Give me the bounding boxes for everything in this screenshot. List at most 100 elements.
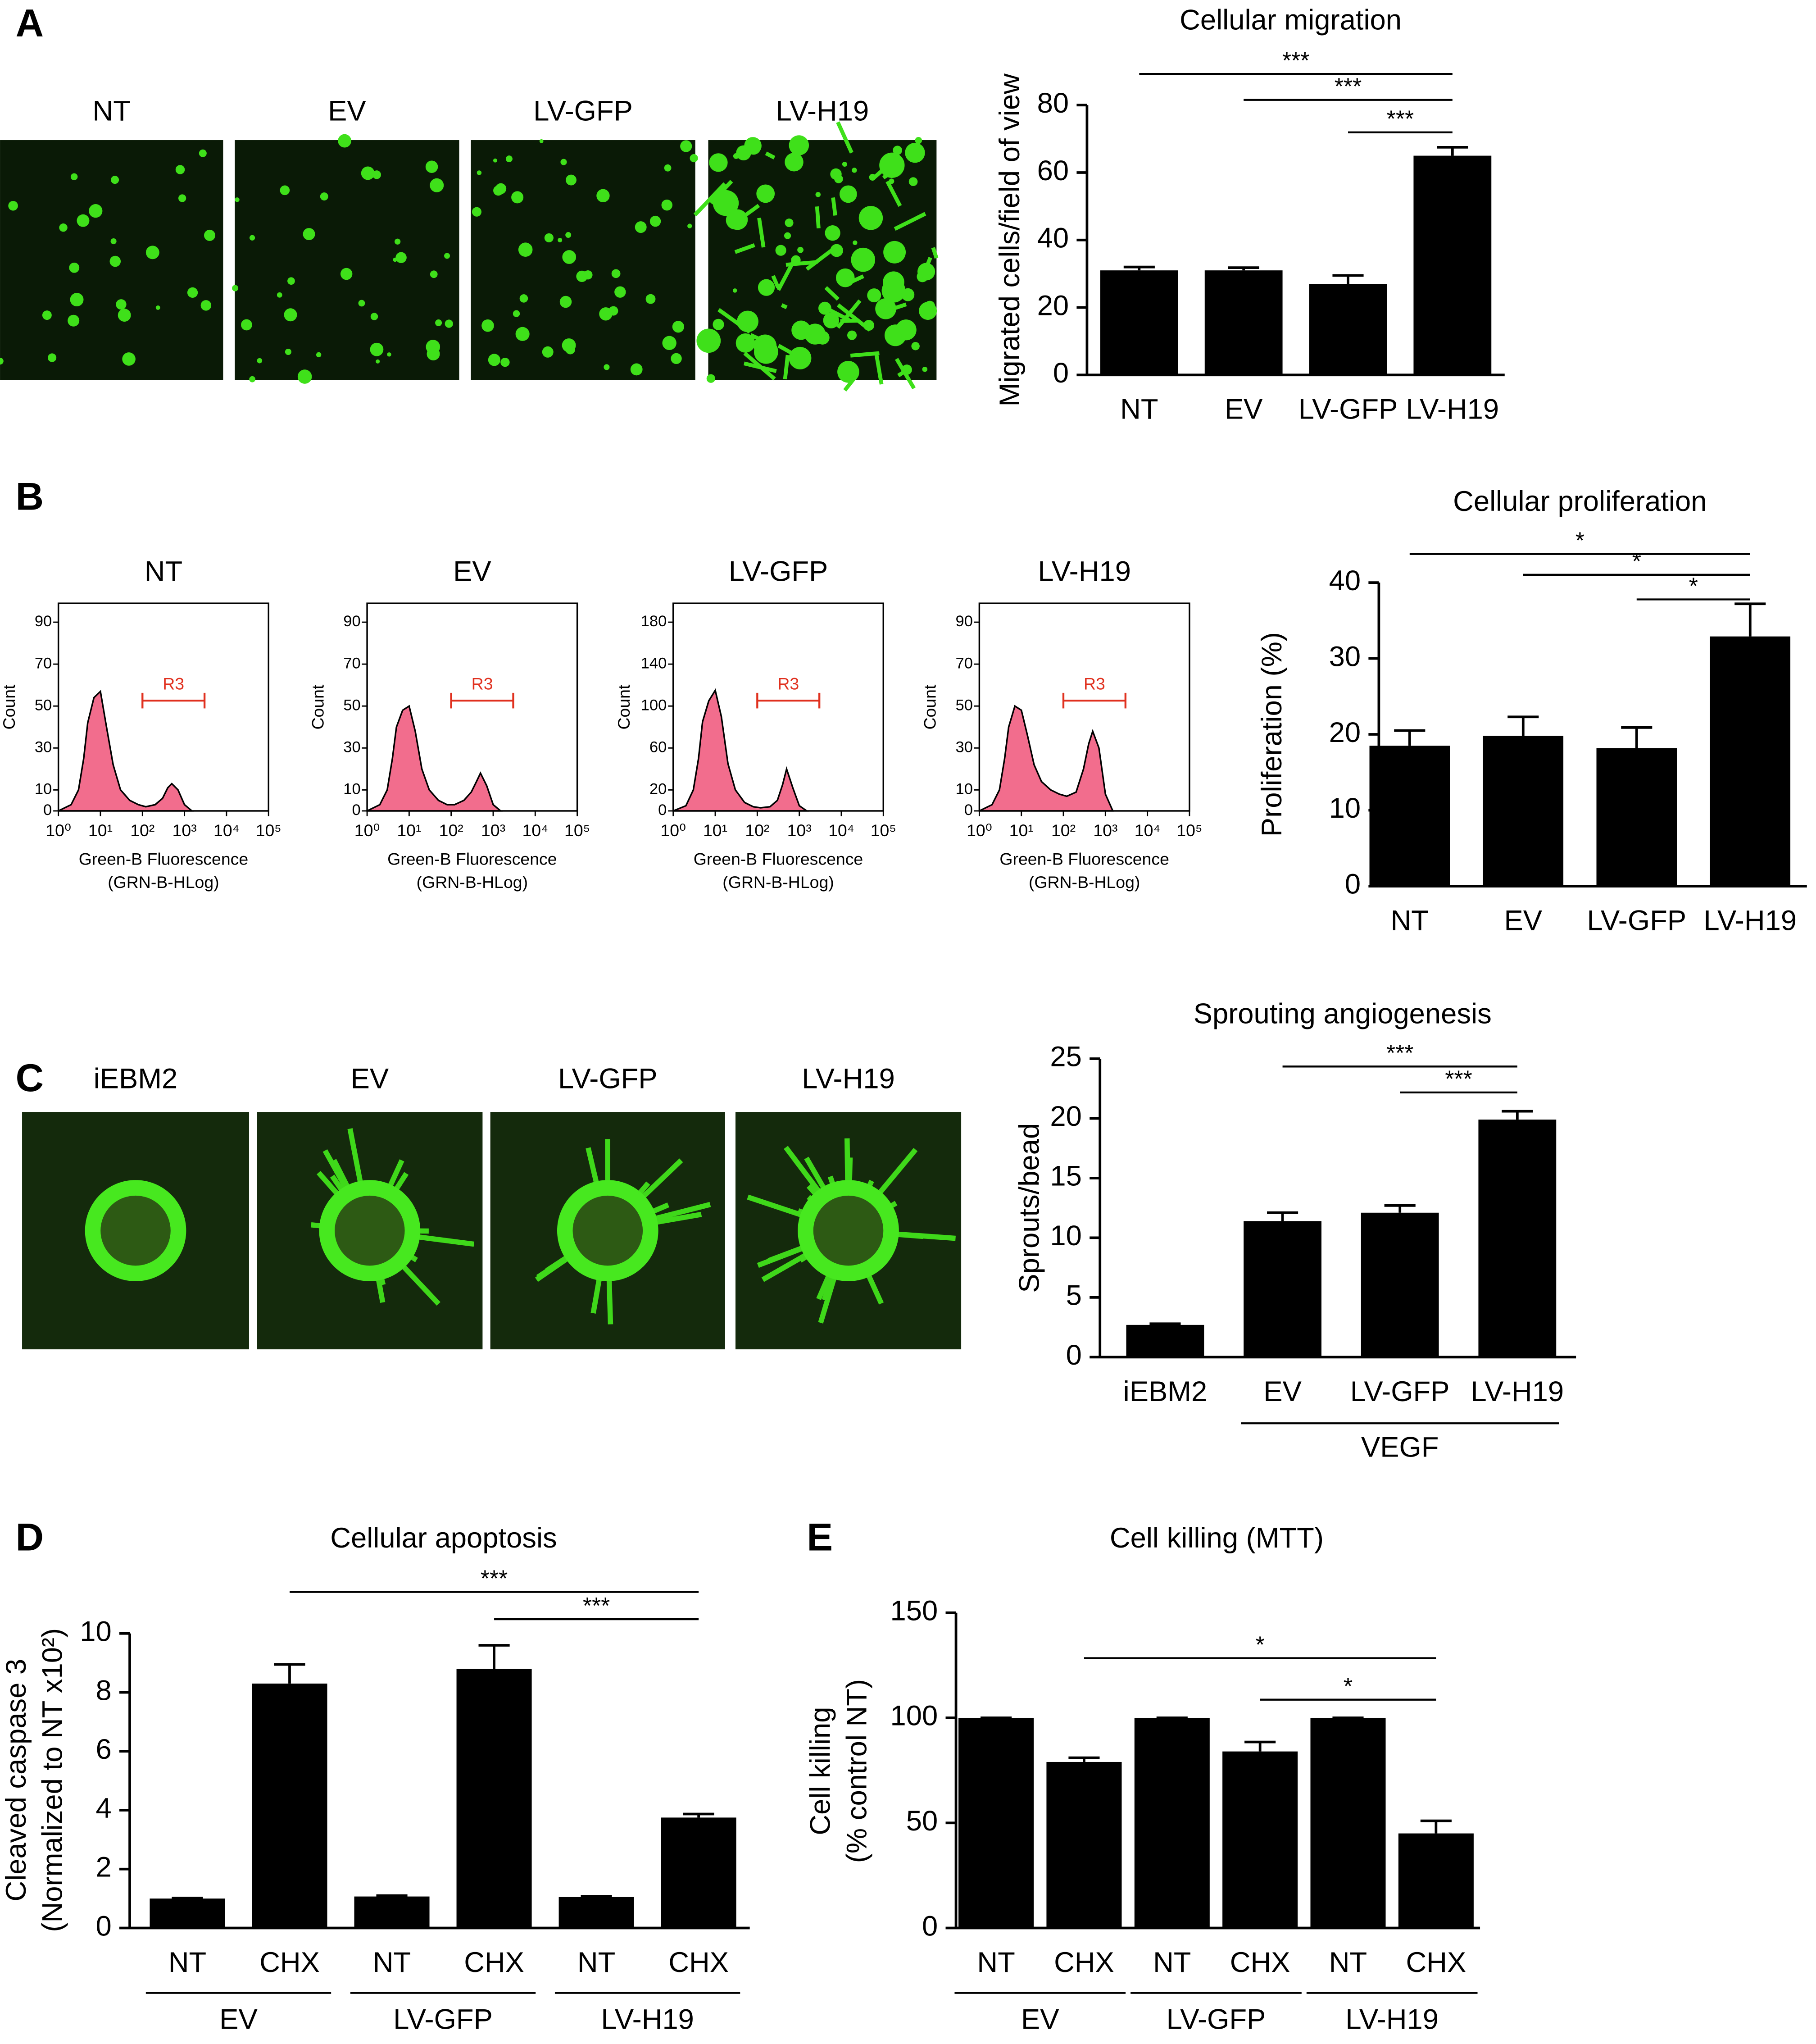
- cell: [257, 358, 263, 364]
- cell: [565, 344, 576, 355]
- cell: [430, 178, 444, 192]
- y-tick-label: 70: [956, 655, 973, 672]
- cell-process: [851, 255, 858, 262]
- x-tick-label: NT: [168, 1947, 206, 1978]
- y-tick-label: 0: [922, 1910, 938, 1942]
- cell: [671, 353, 682, 364]
- significance-label: *: [1256, 1631, 1265, 1657]
- chart-title: EV: [453, 556, 491, 587]
- cell: [435, 319, 442, 327]
- cell: [187, 287, 198, 298]
- cell: [784, 232, 791, 239]
- cell: [109, 255, 121, 267]
- x-tick-label: LV-GFP: [1298, 394, 1398, 425]
- panel-label: E: [807, 1516, 833, 1559]
- x-tick-label: 10⁵: [871, 821, 896, 840]
- cell: [287, 277, 295, 285]
- chart-title: Cellular proliferation: [1453, 486, 1707, 517]
- cell: [883, 241, 906, 264]
- micrograph-label: LV-GFP: [533, 95, 633, 127]
- x-tick-label: 10¹: [703, 821, 727, 840]
- y-tick-label: 0: [658, 801, 667, 819]
- cell: [361, 166, 375, 180]
- cell-process: [771, 275, 780, 289]
- x-tick-label: 10²: [439, 821, 463, 840]
- cell: [690, 154, 698, 163]
- chart-title: Cellular migration: [1180, 5, 1402, 36]
- y-tick-label: 60: [1037, 155, 1069, 187]
- cell-process: [881, 302, 907, 314]
- y-tick-label: 10: [1050, 1220, 1081, 1252]
- significance-label: ***: [1282, 47, 1310, 73]
- bar: [150, 1898, 225, 1928]
- chart-title: Cell killing (MTT): [1110, 1522, 1324, 1554]
- y-axis-label: Sprouts/bead: [1013, 1123, 1045, 1293]
- cell: [560, 159, 567, 165]
- micrograph-label: LV-GFP: [558, 1063, 658, 1095]
- cell: [889, 178, 894, 184]
- cell: [842, 161, 847, 167]
- cell-process: [843, 373, 859, 392]
- cell: [110, 238, 117, 245]
- y-tick-label: 10: [956, 781, 973, 798]
- plot-frame: [57, 602, 269, 812]
- cell: [338, 134, 351, 148]
- y-tick-label: 40: [1329, 565, 1361, 596]
- cell: [649, 215, 661, 227]
- cell-process: [836, 121, 854, 154]
- x-tick-label: EV: [1263, 1376, 1302, 1407]
- cell: [280, 185, 290, 196]
- x-axis-label: Green-B Fluorescence: [999, 849, 1169, 868]
- cell: [576, 270, 588, 282]
- x-tick-label: 10²: [130, 821, 154, 840]
- micrograph-label: EV: [351, 1063, 389, 1095]
- x-axis-label: Green-B Fluorescence: [79, 849, 248, 868]
- cell: [825, 225, 840, 241]
- x-tick-label: CHX: [668, 1947, 729, 1978]
- x-tick-label: 10⁵: [1176, 821, 1202, 840]
- cell: [393, 257, 397, 262]
- cell: [376, 359, 380, 364]
- cell: [277, 292, 282, 298]
- y-tick-label: 15: [1050, 1161, 1081, 1192]
- y-axis-label: Count: [308, 684, 327, 729]
- cell-process: [882, 165, 901, 180]
- cell: [316, 352, 322, 358]
- cell: [477, 170, 482, 175]
- cell: [736, 145, 751, 160]
- cell: [511, 191, 524, 204]
- bar: [1309, 284, 1387, 375]
- cell: [444, 253, 450, 259]
- group-label: LV-GFP: [1167, 2004, 1266, 2035]
- y-tick-label: 0: [964, 801, 973, 819]
- cell: [340, 268, 353, 280]
- bar: [354, 1896, 430, 1928]
- y-tick-label: 50: [35, 697, 52, 714]
- y-tick-label: 100: [641, 697, 667, 714]
- cell: [284, 308, 297, 322]
- cell: [851, 247, 876, 272]
- significance-label: ***: [1387, 106, 1414, 132]
- cell: [853, 240, 858, 246]
- cell: [8, 200, 18, 211]
- bar: [1483, 736, 1564, 886]
- cell: [0, 357, 4, 365]
- cell: [426, 340, 440, 354]
- x-tick-label: NT: [1120, 394, 1158, 425]
- cell-process: [734, 243, 755, 254]
- cell: [852, 168, 857, 173]
- bar: [1244, 1221, 1321, 1357]
- cell-process: [757, 218, 766, 248]
- cell: [68, 314, 80, 327]
- y-axis-label: Count: [0, 684, 18, 729]
- y-tick-label: 0: [43, 801, 52, 819]
- bar: [1478, 1120, 1557, 1357]
- x-tick-label: 10²: [745, 821, 769, 840]
- cell: [77, 214, 90, 227]
- significance-label: ***: [1445, 1066, 1472, 1092]
- cell: [789, 135, 809, 155]
- cell: [834, 174, 843, 183]
- y-axis-label: Count: [614, 684, 633, 729]
- cell-process: [872, 155, 900, 180]
- cell: [893, 146, 902, 155]
